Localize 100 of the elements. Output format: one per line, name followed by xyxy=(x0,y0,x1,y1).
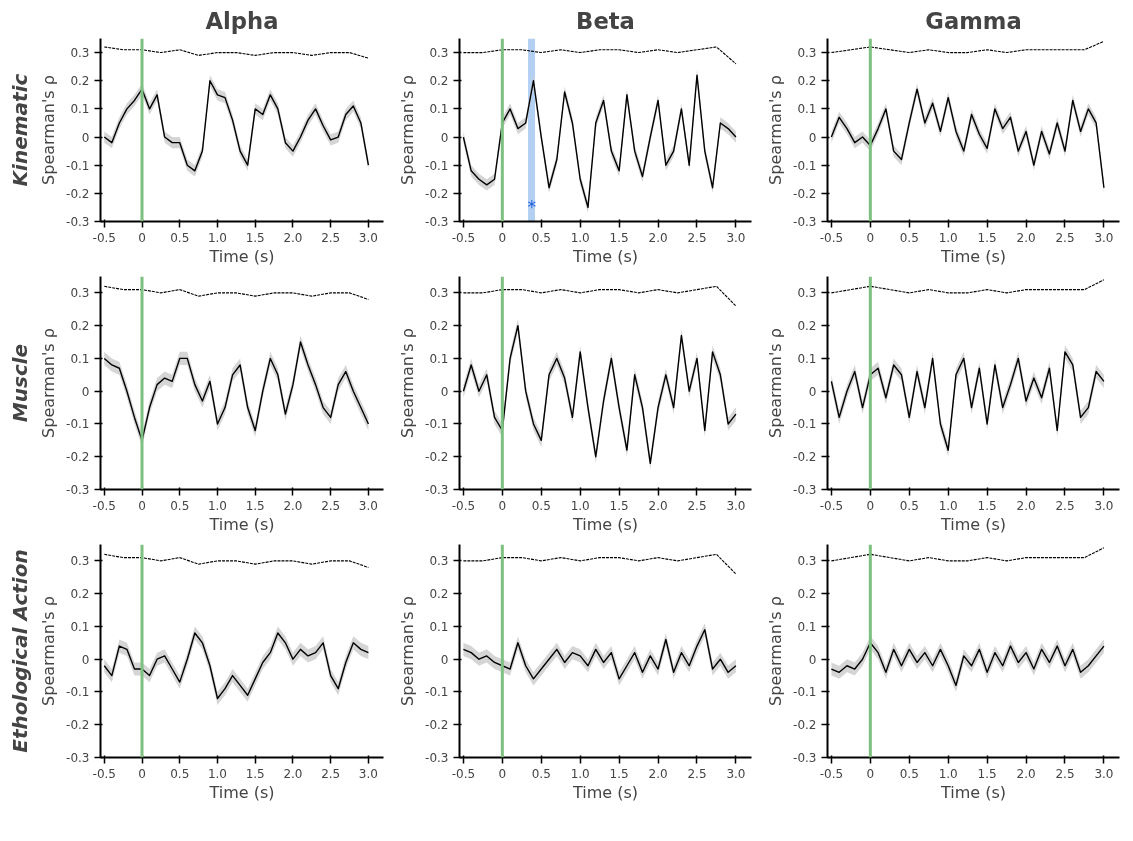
x-tick-label: 3.0 xyxy=(1094,766,1114,781)
x-tick-label: 2.0 xyxy=(283,766,303,781)
y-tick-label: 0.3 xyxy=(70,46,90,61)
x-axis-title: Time (s) xyxy=(208,782,275,802)
y-tick-label: -0.2 xyxy=(793,718,817,733)
y-axis-title: Spearman's ρ xyxy=(766,596,786,706)
y-tick-label: -0.1 xyxy=(425,417,449,432)
y-tick-label: 0 xyxy=(440,652,449,667)
y-tick-label: 0.3 xyxy=(429,46,449,61)
y-axis-title: Spearman's ρ xyxy=(398,328,418,438)
x-axis-title: Time (s) xyxy=(939,514,1007,534)
x-tick-label: 0 xyxy=(866,230,875,245)
y-axis-title: Spearman's ρ xyxy=(398,596,418,706)
y-tick-label: 0.3 xyxy=(797,554,817,569)
y-tick-label: 0.1 xyxy=(797,102,817,117)
y-tick-label: 0.2 xyxy=(70,319,90,334)
x-tick-label: 3.0 xyxy=(358,498,378,513)
y-tick-label: -0.3 xyxy=(66,751,90,765)
x-tick-label: 2.0 xyxy=(648,766,668,781)
x-tick-label: 0.5 xyxy=(899,230,919,245)
x-axis-title: Time (s) xyxy=(939,246,1007,266)
y-tick-label: -0.1 xyxy=(793,158,817,173)
y-tick-label: -0.2 xyxy=(66,186,90,201)
x-axis-title: Time (s) xyxy=(208,514,275,534)
y-tick-label: 0.2 xyxy=(429,319,449,334)
x-tick-label: 2.5 xyxy=(321,230,341,245)
y-axis-title: Spearman's ρ xyxy=(766,75,786,185)
x-tick-label: 0.5 xyxy=(899,498,919,513)
y-axis-title: Spearman's ρ xyxy=(39,596,59,706)
x-tick-label: -0.5 xyxy=(451,498,476,513)
y-tick-label: -0.1 xyxy=(66,417,90,432)
x-tick-label: 1.0 xyxy=(570,498,590,513)
x-tick-label: 3.0 xyxy=(726,766,746,781)
y-tick-label: 0 xyxy=(81,384,90,399)
y-tick-label: -0.2 xyxy=(425,718,449,733)
y-tick-label: 0 xyxy=(440,384,449,399)
x-tick-label: -0.5 xyxy=(92,230,116,245)
y-tick-label: 0 xyxy=(808,130,817,145)
y-tick-label: 0 xyxy=(808,384,817,399)
x-tick-label: 1.0 xyxy=(207,498,228,513)
x-tick-label: 1.5 xyxy=(245,498,265,513)
x-axis-title: Time (s) xyxy=(939,782,1007,802)
y-tick-label: 0.1 xyxy=(429,102,449,117)
y-tick-label: -0.1 xyxy=(66,158,90,173)
y-tick-label: -0.3 xyxy=(793,751,817,765)
x-tick-label: 0 xyxy=(498,498,507,513)
y-axis-title: Spearman's ρ xyxy=(398,75,418,185)
x-tick-label: 2.0 xyxy=(648,230,668,245)
y-tick-label: 0.2 xyxy=(797,587,817,602)
x-tick-label: 0 xyxy=(866,498,875,513)
y-tick-label: -0.3 xyxy=(425,215,449,229)
y-tick-label: -0.2 xyxy=(793,450,817,465)
x-tick-label: 2.5 xyxy=(1055,498,1075,513)
y-tick-label: 0.3 xyxy=(70,554,90,569)
y-tick-label: 0 xyxy=(808,652,817,667)
y-tick-label: 0.1 xyxy=(70,351,90,366)
x-tick-label: 1.0 xyxy=(570,230,590,245)
y-tick-label: 0.1 xyxy=(797,619,817,634)
x-tick-label: 1.5 xyxy=(609,498,629,513)
text: Muscle xyxy=(7,343,32,423)
y-tick-label: -0.2 xyxy=(425,450,449,465)
x-tick-label: 0.5 xyxy=(170,230,190,245)
x-tick-label: 2.0 xyxy=(648,498,668,513)
x-axis-title: Time (s) xyxy=(208,246,275,266)
y-axis-title: Spearman's ρ xyxy=(39,328,59,438)
x-tick-label: 1.0 xyxy=(938,230,958,245)
y-tick-label: -0.1 xyxy=(793,417,817,432)
x-tick-label: 1.5 xyxy=(977,498,997,513)
x-tick-label: 2.0 xyxy=(1016,498,1036,513)
y-tick-label: -0.2 xyxy=(425,186,449,201)
y-tick-label: 0.1 xyxy=(429,619,449,634)
y-tick-label: 0.2 xyxy=(429,74,449,89)
y-tick-label: 0.3 xyxy=(429,554,449,569)
x-tick-label: 1.5 xyxy=(609,766,629,781)
x-tick-label: 0.5 xyxy=(170,766,190,781)
x-tick-label: 2.5 xyxy=(1055,766,1075,781)
y-tick-label: 0.2 xyxy=(70,74,90,89)
y-axis-title: Spearman's ρ xyxy=(766,328,786,438)
x-tick-label: 2.0 xyxy=(283,230,303,245)
x-tick-label: 1.0 xyxy=(570,766,590,781)
y-tick-label: -0.1 xyxy=(425,685,449,700)
x-tick-label: 1.5 xyxy=(977,230,997,245)
annotation: * xyxy=(527,197,537,218)
x-tick-label: 0.5 xyxy=(531,230,551,245)
x-tick-label: 1.0 xyxy=(207,230,228,245)
x-tick-label: 2.5 xyxy=(687,766,707,781)
x-axis-title: Time (s) xyxy=(571,514,639,534)
y-tick-label: -0.1 xyxy=(793,685,817,700)
x-tick-label: 2.5 xyxy=(321,498,341,513)
x-tick-label: 3.0 xyxy=(726,498,746,513)
x-tick-label: -0.5 xyxy=(92,498,116,513)
x-tick-label: 0.5 xyxy=(531,498,551,513)
x-tick-label: 1.0 xyxy=(938,766,958,781)
x-tick-label: 0.5 xyxy=(899,766,919,781)
x-tick-label: 0 xyxy=(138,498,146,513)
x-tick-label: 2.5 xyxy=(1055,230,1075,245)
y-tick-label: -0.3 xyxy=(66,483,90,497)
y-tick-label: -0.1 xyxy=(425,158,449,173)
x-tick-label: 1.0 xyxy=(207,766,228,781)
y-tick-label: 0.1 xyxy=(429,351,449,366)
